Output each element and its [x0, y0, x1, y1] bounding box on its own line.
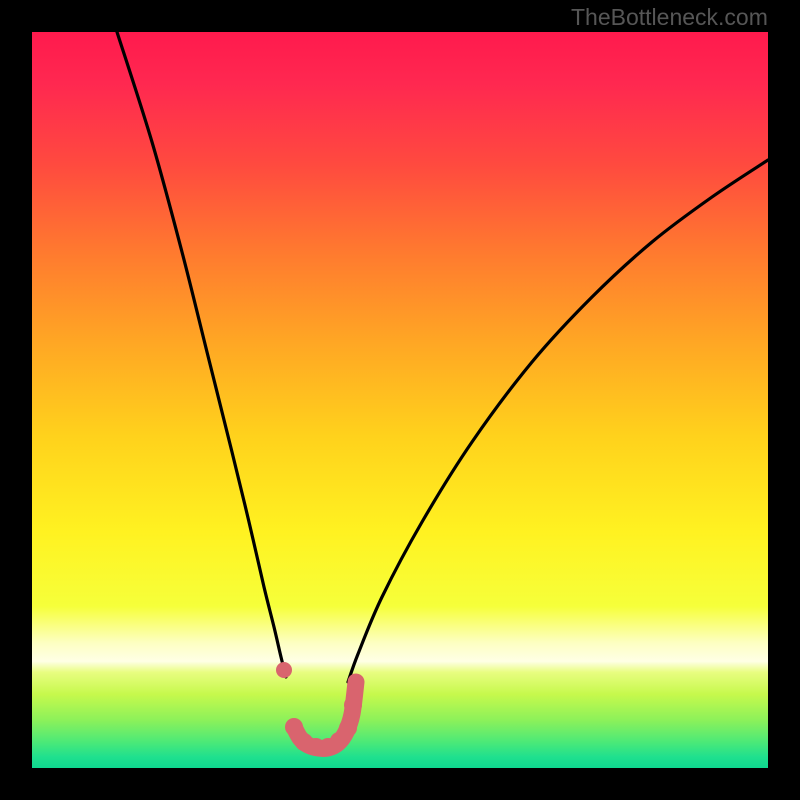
optimal-zone-marker [285, 718, 303, 736]
watermark-text: TheBottleneck.com [571, 4, 768, 31]
bottleneck-curve-left [117, 32, 286, 677]
figure-root: TheBottleneck.com [0, 0, 800, 800]
optimal-zone-marker [276, 662, 292, 678]
chart-svg-layer [32, 32, 768, 768]
optimal-zone-marker [348, 674, 364, 690]
bottleneck-curve-right [348, 160, 768, 682]
optimal-zone-marker [339, 719, 357, 737]
optimal-zone-marker [344, 696, 362, 714]
plot-area [32, 32, 768, 768]
